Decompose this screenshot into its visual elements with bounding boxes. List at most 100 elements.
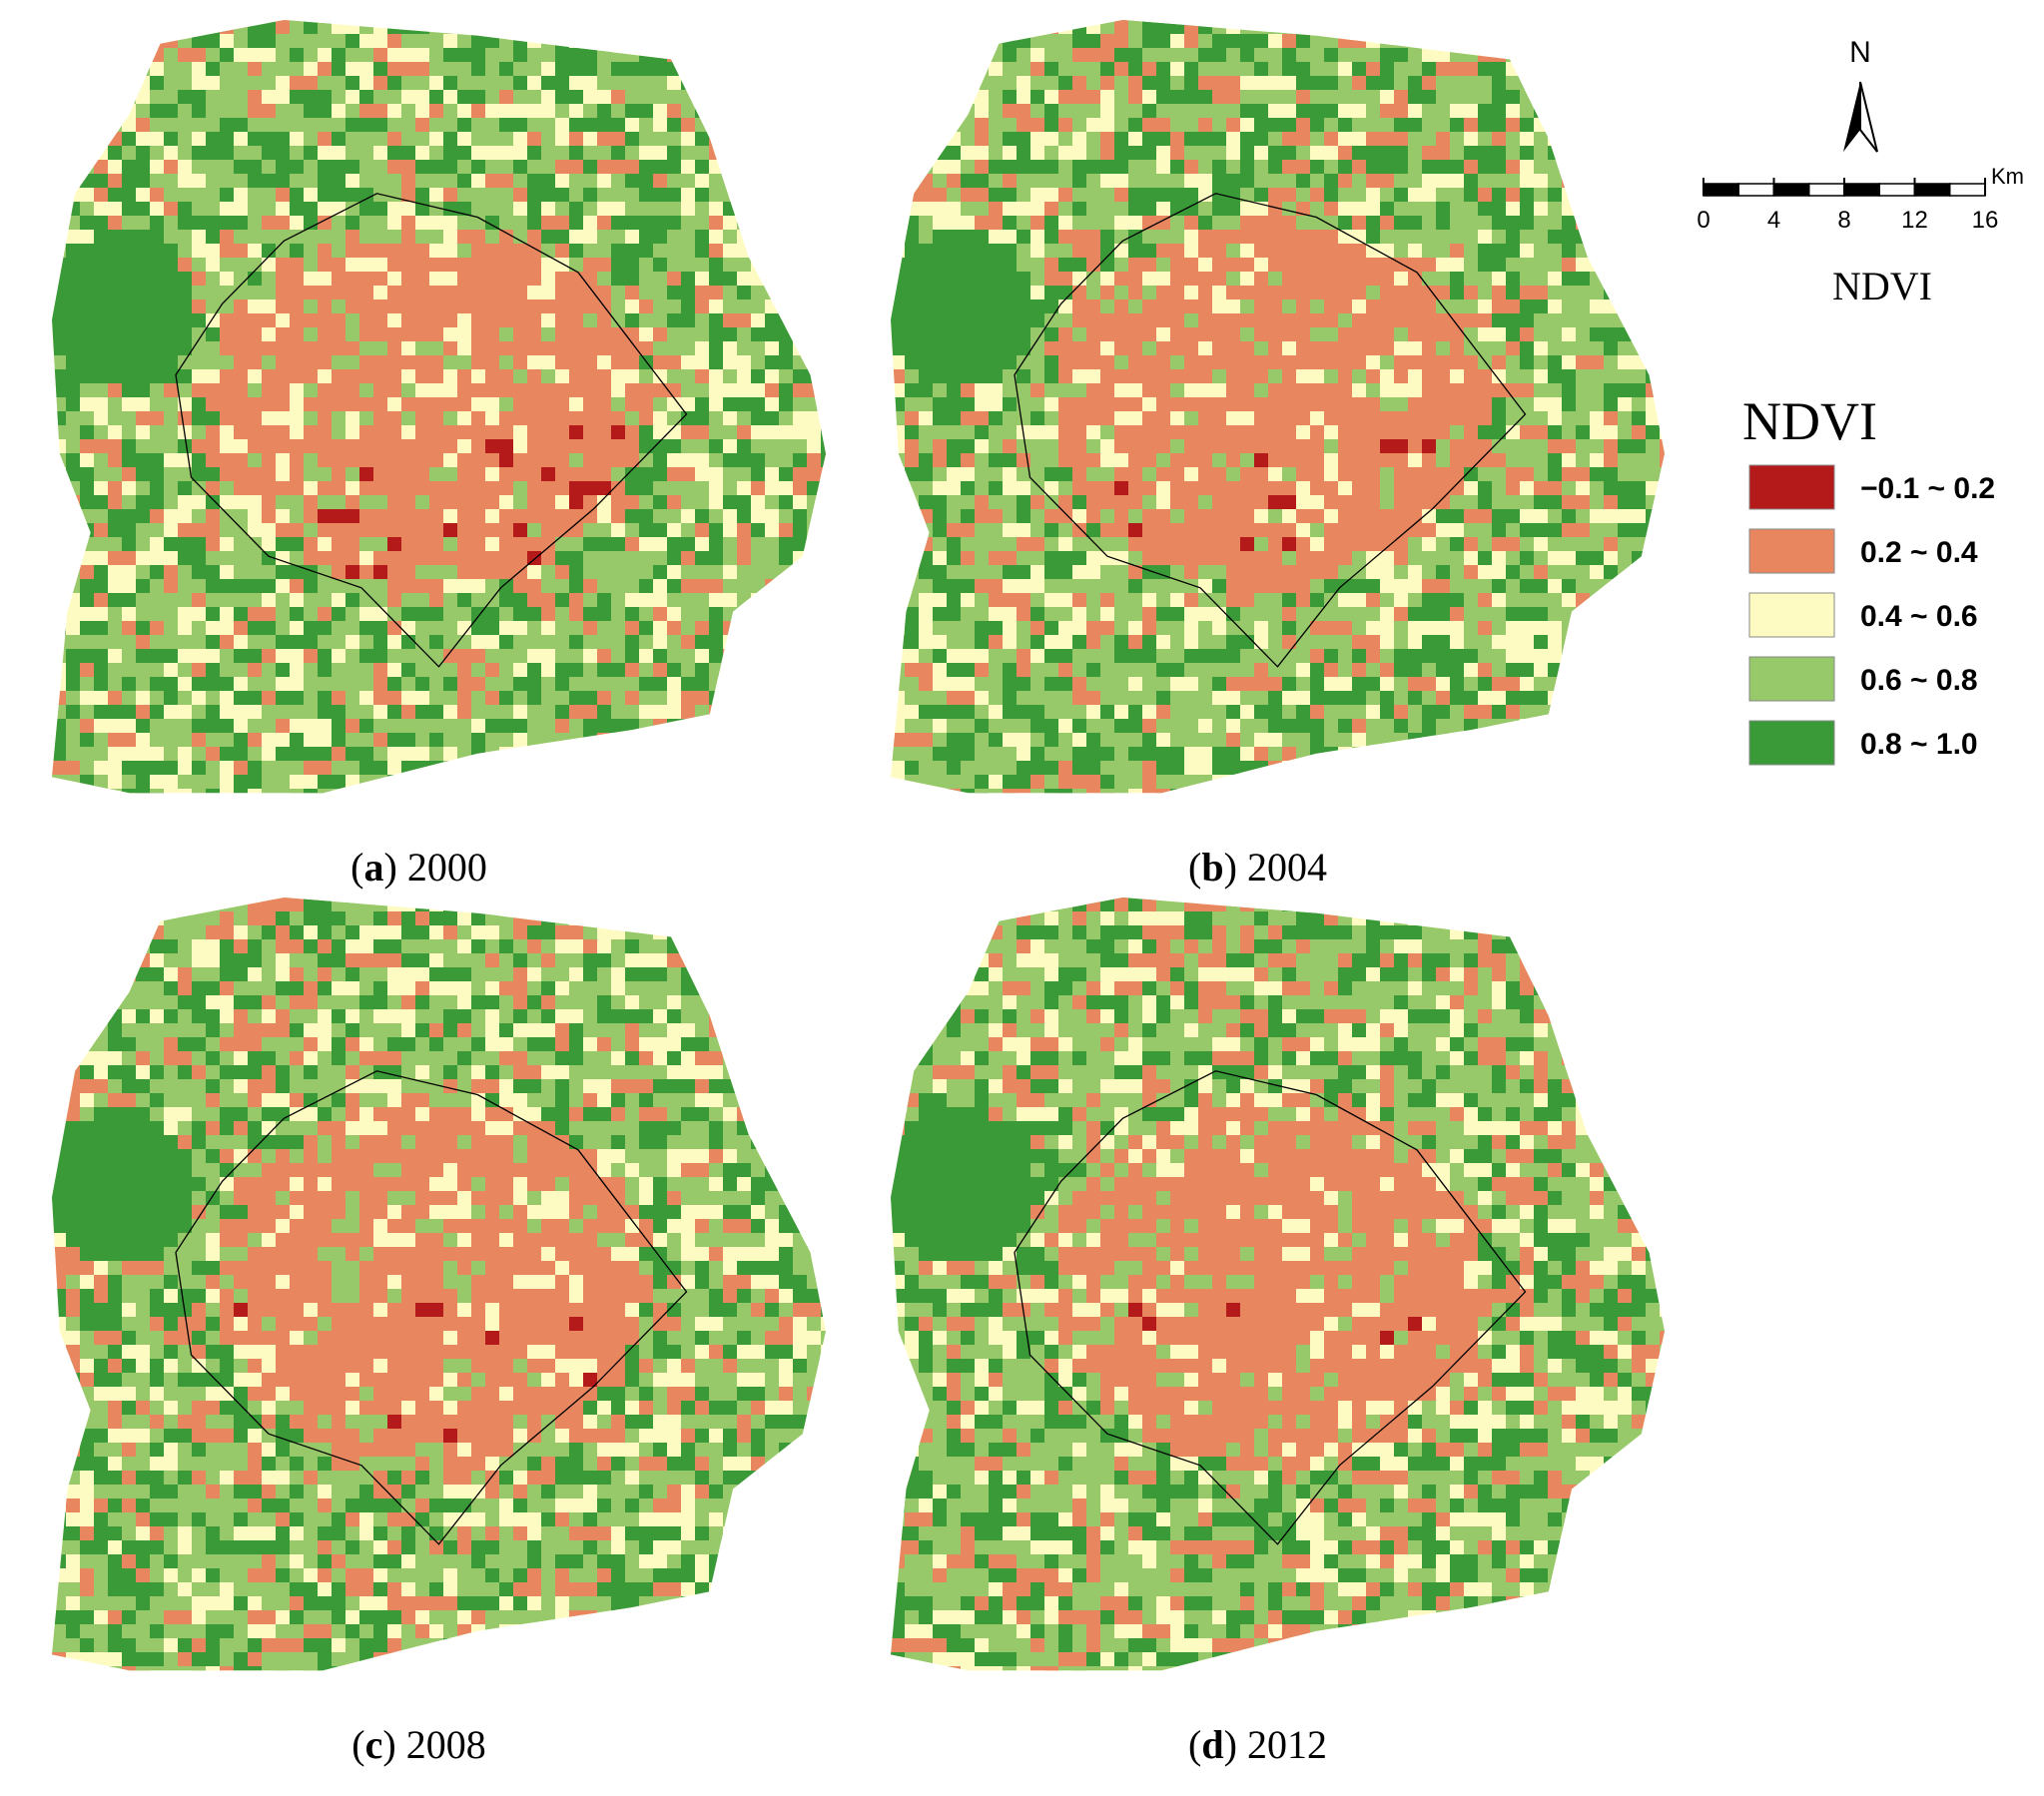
raster-cell: [751, 369, 765, 383]
raster-cell: [1170, 523, 1198, 537]
raster-cell: [709, 663, 723, 677]
raster-cell: [1282, 621, 1296, 635]
raster-cell: [891, 132, 905, 146]
raster-cell: [332, 803, 359, 817]
raster-cell: [1394, 132, 1408, 146]
raster-cell: [178, 663, 192, 677]
raster-cell: [332, 341, 345, 355]
raster-cell: [1170, 551, 1184, 565]
raster-cell: [1268, 327, 1282, 341]
raster-cell: [625, 663, 639, 677]
raster-cell: [164, 939, 178, 953]
raster-cell: [1030, 453, 1058, 467]
raster-cell: [457, 230, 485, 244]
raster-cell: [639, 216, 653, 230]
raster-cell: [318, 911, 345, 925]
raster-cell: [108, 925, 136, 939]
raster-cell: [108, 691, 122, 705]
raster-cell: [1632, 62, 1660, 76]
raster-cell: [625, 327, 639, 341]
raster-cell: [1352, 369, 1366, 383]
raster-cell: [1534, 481, 1562, 495]
raster-cell: [1450, 579, 1464, 593]
raster-cell: [206, 216, 220, 230]
raster-cell: [639, 20, 667, 34]
raster-cell: [1618, 649, 1632, 663]
caption-prefix: (: [350, 845, 363, 890]
raster-cell: [611, 747, 625, 761]
raster-cell: [415, 803, 429, 817]
raster-cell: [248, 565, 276, 579]
raster-cell: [625, 789, 639, 794]
raster-cell: [1282, 118, 1296, 132]
raster-cell: [1366, 803, 1394, 817]
raster-cell: [933, 48, 947, 62]
raster-cell: [765, 188, 779, 202]
raster-cell: [1436, 383, 1450, 397]
raster-cell: [527, 481, 541, 495]
raster-cell: [1660, 216, 1665, 230]
raster-cell: [1240, 733, 1254, 747]
raster-cell: [667, 355, 681, 369]
raster-cell: [304, 565, 318, 579]
raster-cell: [1268, 537, 1282, 551]
raster-cell: [108, 258, 122, 272]
raster-cell: [94, 439, 122, 453]
raster-cell: [1450, 383, 1478, 397]
raster-cell: [387, 286, 401, 299]
raster-cell: [150, 593, 178, 607]
raster-cell: [1380, 705, 1394, 719]
raster-cell: [905, 663, 933, 677]
raster-cell: [1338, 509, 1352, 523]
raster-cell: [541, 299, 569, 313]
raster-cell: [1198, 286, 1212, 299]
raster-cell: [1590, 523, 1618, 537]
raster-cell: [457, 551, 471, 565]
raster-cell: [961, 439, 975, 453]
scale-tick-label: 4: [1767, 207, 1780, 234]
raster-cell: [1282, 523, 1296, 537]
raster-cell: [583, 160, 597, 174]
raster-cell: [681, 34, 695, 48]
raster-cell: [639, 383, 667, 397]
raster-cell: [793, 327, 821, 341]
raster-cell: [457, 467, 471, 481]
raster-cell: [821, 733, 826, 747]
raster-cell: [1086, 146, 1100, 160]
raster-cell: [471, 551, 485, 565]
raster-cell: [961, 453, 975, 467]
raster-cell: [373, 551, 401, 565]
raster-cell: [234, 272, 248, 286]
raster-cell: [1436, 719, 1450, 733]
raster-cell: [807, 509, 821, 523]
raster-cell: [1450, 286, 1464, 299]
raster-cell: [1282, 789, 1310, 794]
raster-cell: [919, 48, 947, 62]
raster-cell: [1534, 551, 1548, 565]
raster-cell: [359, 174, 373, 188]
raster-cell: [1184, 663, 1198, 677]
raster-cell: [1003, 160, 1017, 174]
raster-cell: [821, 355, 826, 369]
scale-segment: [1737, 183, 1775, 197]
raster-cell: [1017, 118, 1044, 132]
raster-cell: [1394, 663, 1422, 677]
raster-cell: [262, 803, 290, 817]
raster-cell: [206, 509, 220, 523]
raster-cell: [1003, 355, 1017, 369]
raster-cell: [807, 775, 826, 789]
raster-cell: [751, 635, 779, 649]
raster-cell: [1128, 467, 1142, 481]
raster-cell: [1548, 719, 1562, 733]
raster-cell: [751, 719, 779, 733]
raster-cell: [1240, 355, 1254, 369]
raster-cell: [989, 341, 1003, 355]
raster-cell: [905, 579, 933, 593]
raster-cell: [597, 953, 611, 967]
raster-cell: [751, 677, 779, 691]
raster-cell: [1450, 803, 1464, 817]
raster-cell: [387, 523, 401, 537]
raster-cell: [737, 775, 765, 789]
raster-cell: [1660, 537, 1665, 551]
raster-cell: [751, 411, 765, 425]
